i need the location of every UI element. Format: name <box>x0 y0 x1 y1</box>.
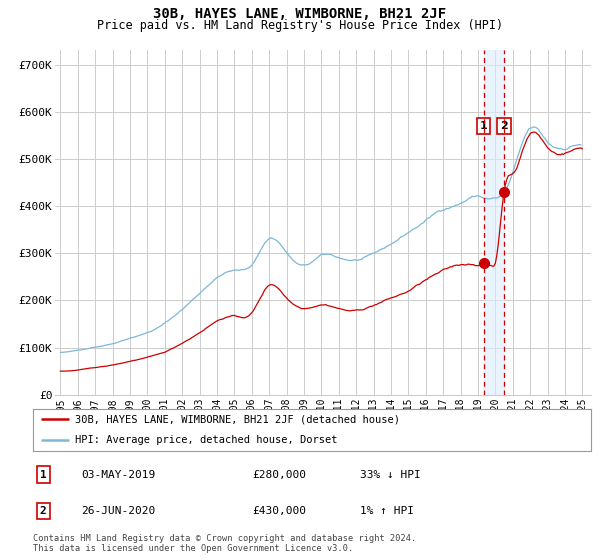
Text: 1: 1 <box>40 470 47 479</box>
Text: 26-JUN-2020: 26-JUN-2020 <box>81 506 155 516</box>
Text: 30B, HAYES LANE, WIMBORNE, BH21 2JF: 30B, HAYES LANE, WIMBORNE, BH21 2JF <box>154 7 446 21</box>
Bar <box>484 50 504 395</box>
Text: £280,000: £280,000 <box>252 470 306 479</box>
Text: 1% ↑ HPI: 1% ↑ HPI <box>360 506 414 516</box>
Text: 1: 1 <box>480 121 488 131</box>
Text: Price paid vs. HM Land Registry's House Price Index (HPI): Price paid vs. HM Land Registry's House … <box>97 19 503 32</box>
Text: 30B, HAYES LANE, WIMBORNE, BH21 2JF (detached house): 30B, HAYES LANE, WIMBORNE, BH21 2JF (det… <box>75 414 400 424</box>
Text: 33% ↓ HPI: 33% ↓ HPI <box>360 470 421 479</box>
Text: HPI: Average price, detached house, Dorset: HPI: Average price, detached house, Dors… <box>75 435 337 445</box>
Text: £430,000: £430,000 <box>252 506 306 516</box>
Text: 2: 2 <box>500 121 508 131</box>
Text: 03-MAY-2019: 03-MAY-2019 <box>81 470 155 479</box>
Text: Contains HM Land Registry data © Crown copyright and database right 2024.
This d: Contains HM Land Registry data © Crown c… <box>33 534 416 553</box>
Text: 2: 2 <box>40 506 47 516</box>
